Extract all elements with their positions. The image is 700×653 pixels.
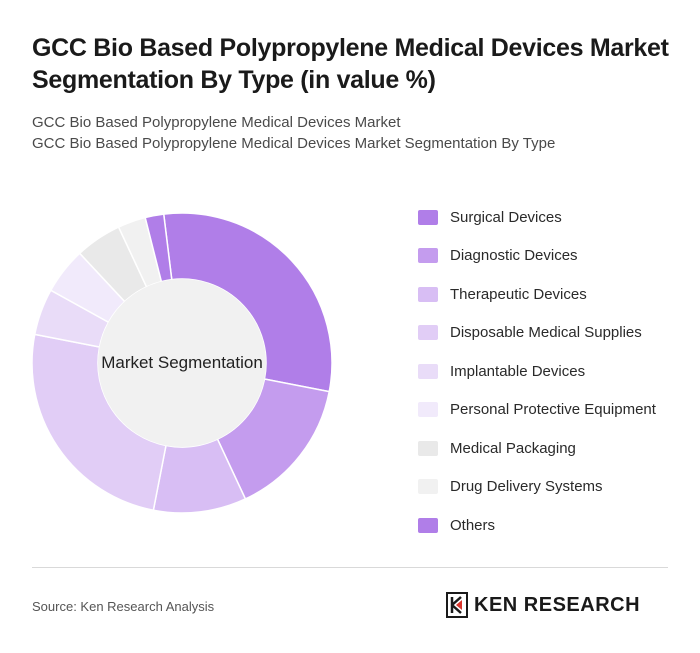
legend-swatch (418, 209, 438, 225)
chart-title: GCC Bio Based Polypropylene Medical Devi… (32, 34, 669, 94)
legend-swatch (418, 402, 438, 418)
legend-label: Therapeutic Devices (450, 285, 587, 303)
legend-item: Medical Packaging (418, 429, 688, 468)
logo-icon (446, 592, 468, 618)
logo-text: KEN RESEARCH (474, 593, 641, 616)
subtitle-line-1: GCC Bio Based Polypropylene Medical Devi… (32, 114, 401, 131)
legend-swatch (418, 479, 438, 495)
legend: Surgical Devices Diagnostic Devices Therap… (418, 198, 688, 545)
subtitle-line-2: GCC Bio Based Polypropylene Medical Devi… (32, 135, 556, 152)
footer-divider (32, 567, 668, 568)
legend-swatch (418, 325, 438, 341)
legend-item: Implantable Devices (418, 352, 688, 391)
legend-swatch (418, 286, 438, 302)
legend-item: Diagnostic Devices (418, 237, 688, 276)
legend-item: Surgical Devices (418, 198, 688, 237)
legend-label: Personal Protective Equipment (450, 401, 656, 419)
legend-label: Medical Packaging (450, 439, 576, 457)
legend-item: Others (418, 506, 688, 545)
ken-research-logo: KEN RESEARCH (446, 592, 640, 618)
legend-item: Drug Delivery Systems (418, 468, 688, 507)
source-note: Source: Ken Research Analysis (32, 599, 215, 614)
donut-chart: Market Segmentation (31, 212, 333, 514)
chart-subtitle: GCC Bio Based Polypropylene Medical Devi… (32, 112, 672, 154)
legend-label: Others (450, 516, 496, 534)
legend-swatch (418, 248, 438, 264)
slice-disposable-medical-supplies (31, 333, 167, 512)
legend-swatch (418, 517, 438, 533)
legend-label: Diagnostic Devices (450, 247, 578, 265)
legend-swatch (418, 440, 438, 456)
donut-slices (31, 212, 333, 514)
legend-label: Disposable Medical Supplies (450, 324, 642, 342)
legend-item: Personal Protective Equipment (418, 391, 688, 430)
legend-label: Implantable Devices (450, 362, 586, 380)
center-label: Market Segmentation (101, 353, 263, 372)
donut-center (98, 279, 266, 447)
legend-item: Therapeutic Devices (418, 275, 688, 314)
legend-label: Surgical Devices (450, 208, 562, 226)
legend-item: Disposable Medical Supplies (418, 314, 688, 353)
legend-label: Drug Delivery Systems (450, 478, 603, 496)
legend-swatch (418, 363, 438, 379)
